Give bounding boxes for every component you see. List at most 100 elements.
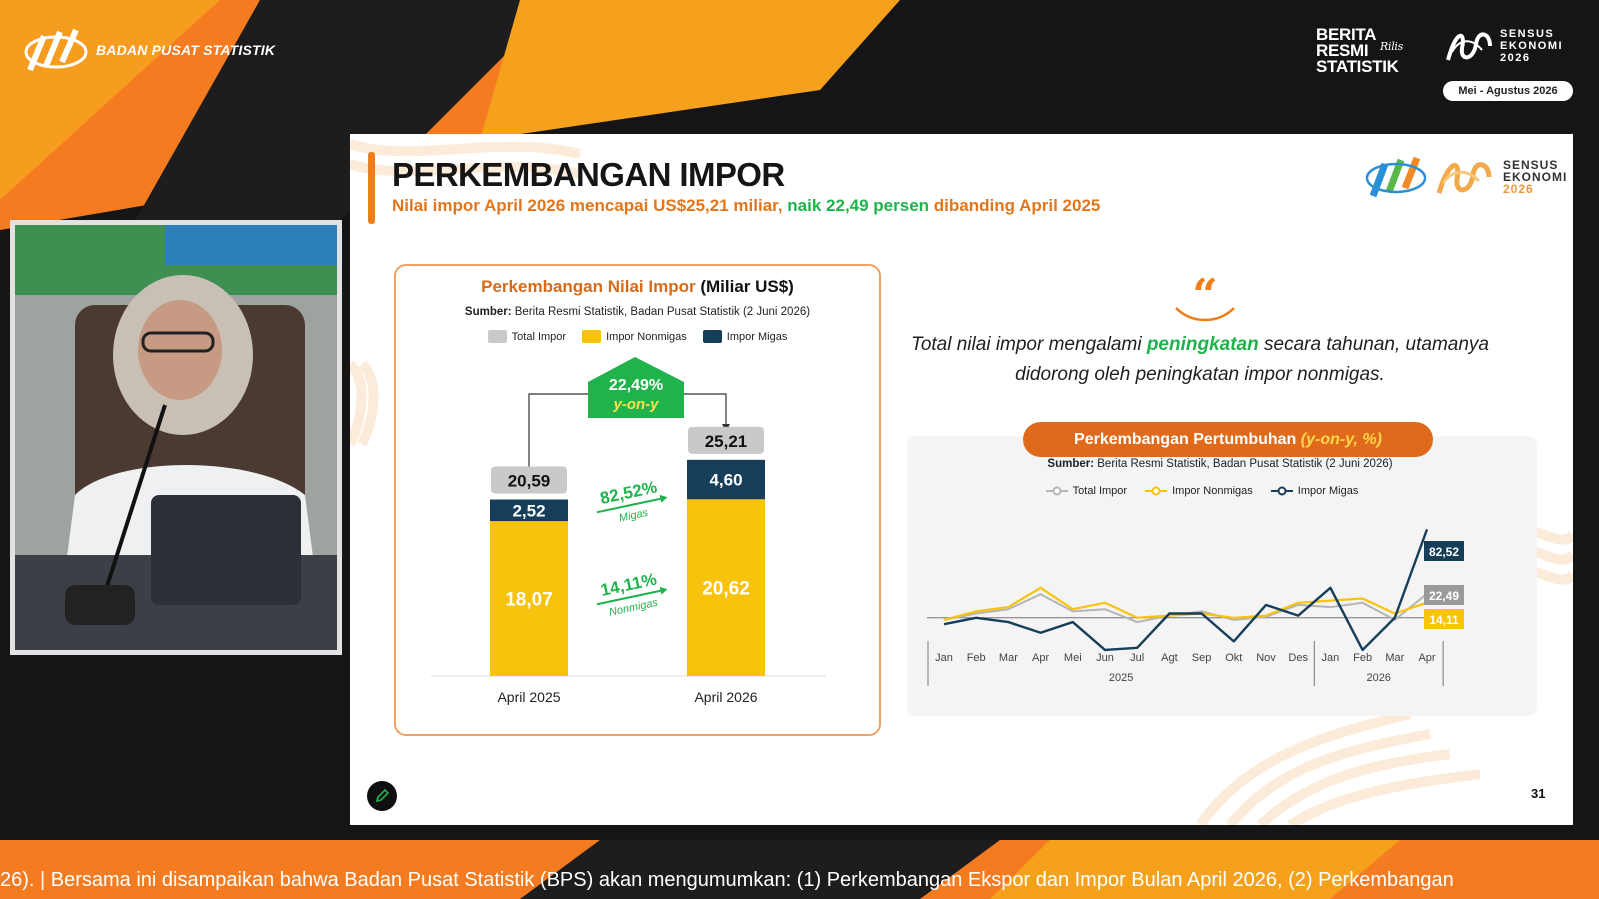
title-accent-bar	[368, 152, 375, 224]
migas-arrowhead-icon	[659, 494, 668, 503]
line-legend-total-icon	[1045, 486, 1068, 496]
sensus-line-1: SENSUS	[1500, 28, 1555, 40]
yoy-label: y-on-y	[613, 396, 660, 413]
sensus-color-emblem-icon	[1436, 162, 1492, 194]
migas-growth-annotation: 82,52% Migas	[596, 477, 668, 525]
slide-subtitle: Nilai impor April 2026 mencapai US$25,21…	[392, 196, 1100, 216]
line-chart-legend: Total Impor Impor Nonmigas Impor Migas	[887, 485, 1517, 497]
month-label-12: Jan	[1322, 652, 1340, 664]
bar-total-box-0	[491, 466, 567, 494]
bar-nonmigas-1	[687, 499, 765, 676]
line-chart-title-main: Perkembangan Pertumbuhan	[1074, 431, 1297, 448]
annotate-pencil-button[interactable]	[367, 781, 397, 811]
subtitle-part-a: Nilai impor April 2026 mencapai US$25,21…	[392, 196, 783, 215]
end-label-1: 22,49	[1429, 589, 1459, 603]
logo-line-1: SENSUS	[1503, 158, 1559, 172]
quote-mark: “	[1192, 274, 1217, 321]
legend-total: Total Impor	[487, 330, 567, 343]
bar-chart: 22,49% y-on-y 18,07 2,52 20,59 April 2025 20…	[431, 357, 826, 705]
sensus-emblem-icon	[1446, 32, 1492, 61]
line-source-text: Berita Resmi Statistik, Badan Pusat Stat…	[1097, 458, 1393, 470]
month-label-4: Mei	[1064, 652, 1082, 664]
line-legend-nonmigas: Impor Nonmigas	[1145, 485, 1253, 497]
month-label-7: Agt	[1161, 652, 1178, 664]
nonmigas-growth-value: 14,11%	[599, 570, 658, 600]
end-label-box-0	[1424, 541, 1464, 561]
org-name: BADAN PUSAT STATISTIK	[96, 42, 276, 58]
migas-growth-value: 82,52%	[598, 477, 658, 508]
yoy-badge	[588, 357, 684, 418]
line-legend-total: Total Impor	[1045, 485, 1128, 497]
sensus-line-3: 2026	[1500, 52, 1531, 64]
presentation-slide: PERKEMBANGAN IMPOR Nilai impor April 202…	[350, 134, 1573, 825]
nonmigas-arrowhead-icon	[659, 586, 668, 595]
line-chart-source: Sumber: Berita Resmi Statistik, Badan Pu…	[905, 458, 1535, 470]
bars-group: 18,07 2,52 20,59 April 2025 20,62 4,60 25,21 Ap…	[490, 426, 765, 705]
line-legend-migas: Impor Migas	[1270, 485, 1359, 497]
speaker-video-frame	[15, 225, 337, 650]
end-label-2: 14,11	[1429, 613, 1459, 627]
legend-migas-label: Impor Migas	[726, 330, 788, 343]
legend-swatch-nonmigas	[582, 330, 602, 343]
quote-icon: “	[1175, 274, 1235, 322]
subtitle-highlight: naik 22,49 persen	[787, 196, 930, 215]
bar-nonmigas-label-1: 20,62	[702, 579, 750, 600]
slide-title: PERKEMBANGAN IMPOR	[392, 156, 785, 193]
month-label-11: Des	[1288, 652, 1308, 664]
quote-part-a: Total nilai impor mengalami	[910, 334, 1142, 355]
end-label-0: 82,52	[1429, 545, 1459, 559]
bps-emblem-icon	[24, 28, 88, 72]
migas-growth-label: Migas	[618, 507, 650, 525]
end-label-box-2	[1424, 609, 1464, 629]
bar-source-label: Sumber:	[464, 306, 512, 318]
pencil-icon	[375, 788, 390, 803]
migas-growth-arrow	[596, 497, 661, 514]
bar-nonmigas-label-0: 18,07	[505, 590, 553, 611]
period-badge: Mei - Agustus 2026	[1443, 81, 1573, 101]
news-ticker: 26). | Bersama ini disampaikan bahwa Bad…	[0, 869, 1454, 891]
year-label-1: 2026	[1366, 672, 1390, 684]
bar-chart-title-main: Perkembangan Nilai Impor	[481, 277, 696, 296]
legend-nonmigas: Impor Nonmigas	[582, 330, 687, 343]
month-label-2: Mar	[999, 652, 1018, 664]
yoy-value: 22,49%	[609, 377, 663, 394]
line-series-2	[943, 528, 1429, 652]
brs-line-1: BERITA	[1316, 25, 1377, 44]
month-label-13: Feb	[1353, 652, 1372, 664]
month-label-0: Jan	[935, 652, 953, 664]
bar-chart-legend: Total Impor Impor Nonmigas Impor Migas	[396, 330, 879, 343]
nonmigas-growth-arrow	[596, 589, 661, 606]
import-value-chart-card: Perkembangan Nilai Impor (Miliar US$) Su…	[394, 264, 881, 736]
logo-line-3: 2026	[1503, 182, 1534, 196]
bar-total-box-1	[688, 426, 764, 454]
subtitle-part-c: dibanding April 2025	[933, 196, 1101, 215]
sensus-ekonomi-logo: SENSUS EKONOMI 2026	[1444, 26, 1563, 66]
legend-migas: Impor Migas	[702, 330, 788, 343]
line-chart: 82,52 22,49 14,11 Jan Feb Mar Apr Mei Jun Jul Agt S…	[927, 528, 1464, 686]
month-label-1: Feb	[967, 652, 986, 664]
bar-migas-1	[687, 459, 765, 500]
brs-line-2: RESMI	[1316, 41, 1369, 60]
bar-chart-source: Sumber: Berita Resmi Statistik, Badan Pu…	[396, 306, 879, 318]
bar-total-label-1: 25,21	[705, 432, 748, 451]
legend-nonmigas-label: Impor Nonmigas	[606, 330, 687, 343]
bar-category-label-1: April 2026	[694, 689, 757, 705]
month-label-6: Jul	[1130, 652, 1144, 664]
speaker-video	[10, 220, 342, 655]
bps-logo: BADAN PUSAT STATISTIK	[24, 26, 275, 74]
quote-text: Total nilai impor mengalami peningkatan …	[910, 330, 1490, 390]
slide-logos: SENSUS EKONOMI 2026	[1365, 154, 1567, 200]
sensus-line-2: EKONOMI	[1500, 40, 1564, 52]
brs-logo: BERITA RESMI STATISTIK Rilis	[1316, 25, 1403, 76]
bar-chart-title: Perkembangan Nilai Impor (Miliar US$)	[396, 277, 879, 297]
bar-migas-label-1: 4,60	[709, 471, 742, 490]
line-legend-migas-label: Impor Migas	[1297, 485, 1359, 497]
month-label-14: Mar	[1385, 652, 1404, 664]
legend-total-label: Total Impor	[511, 330, 567, 343]
bar-total-label-0: 20,59	[508, 472, 551, 491]
line-legend-total-label: Total Impor	[1072, 485, 1128, 497]
bps-color-logo-icon	[1365, 156, 1427, 198]
bar-nonmigas-0	[490, 521, 568, 676]
brs-line-3: STATISTIK	[1316, 57, 1399, 76]
page-number: 31	[1531, 786, 1546, 801]
